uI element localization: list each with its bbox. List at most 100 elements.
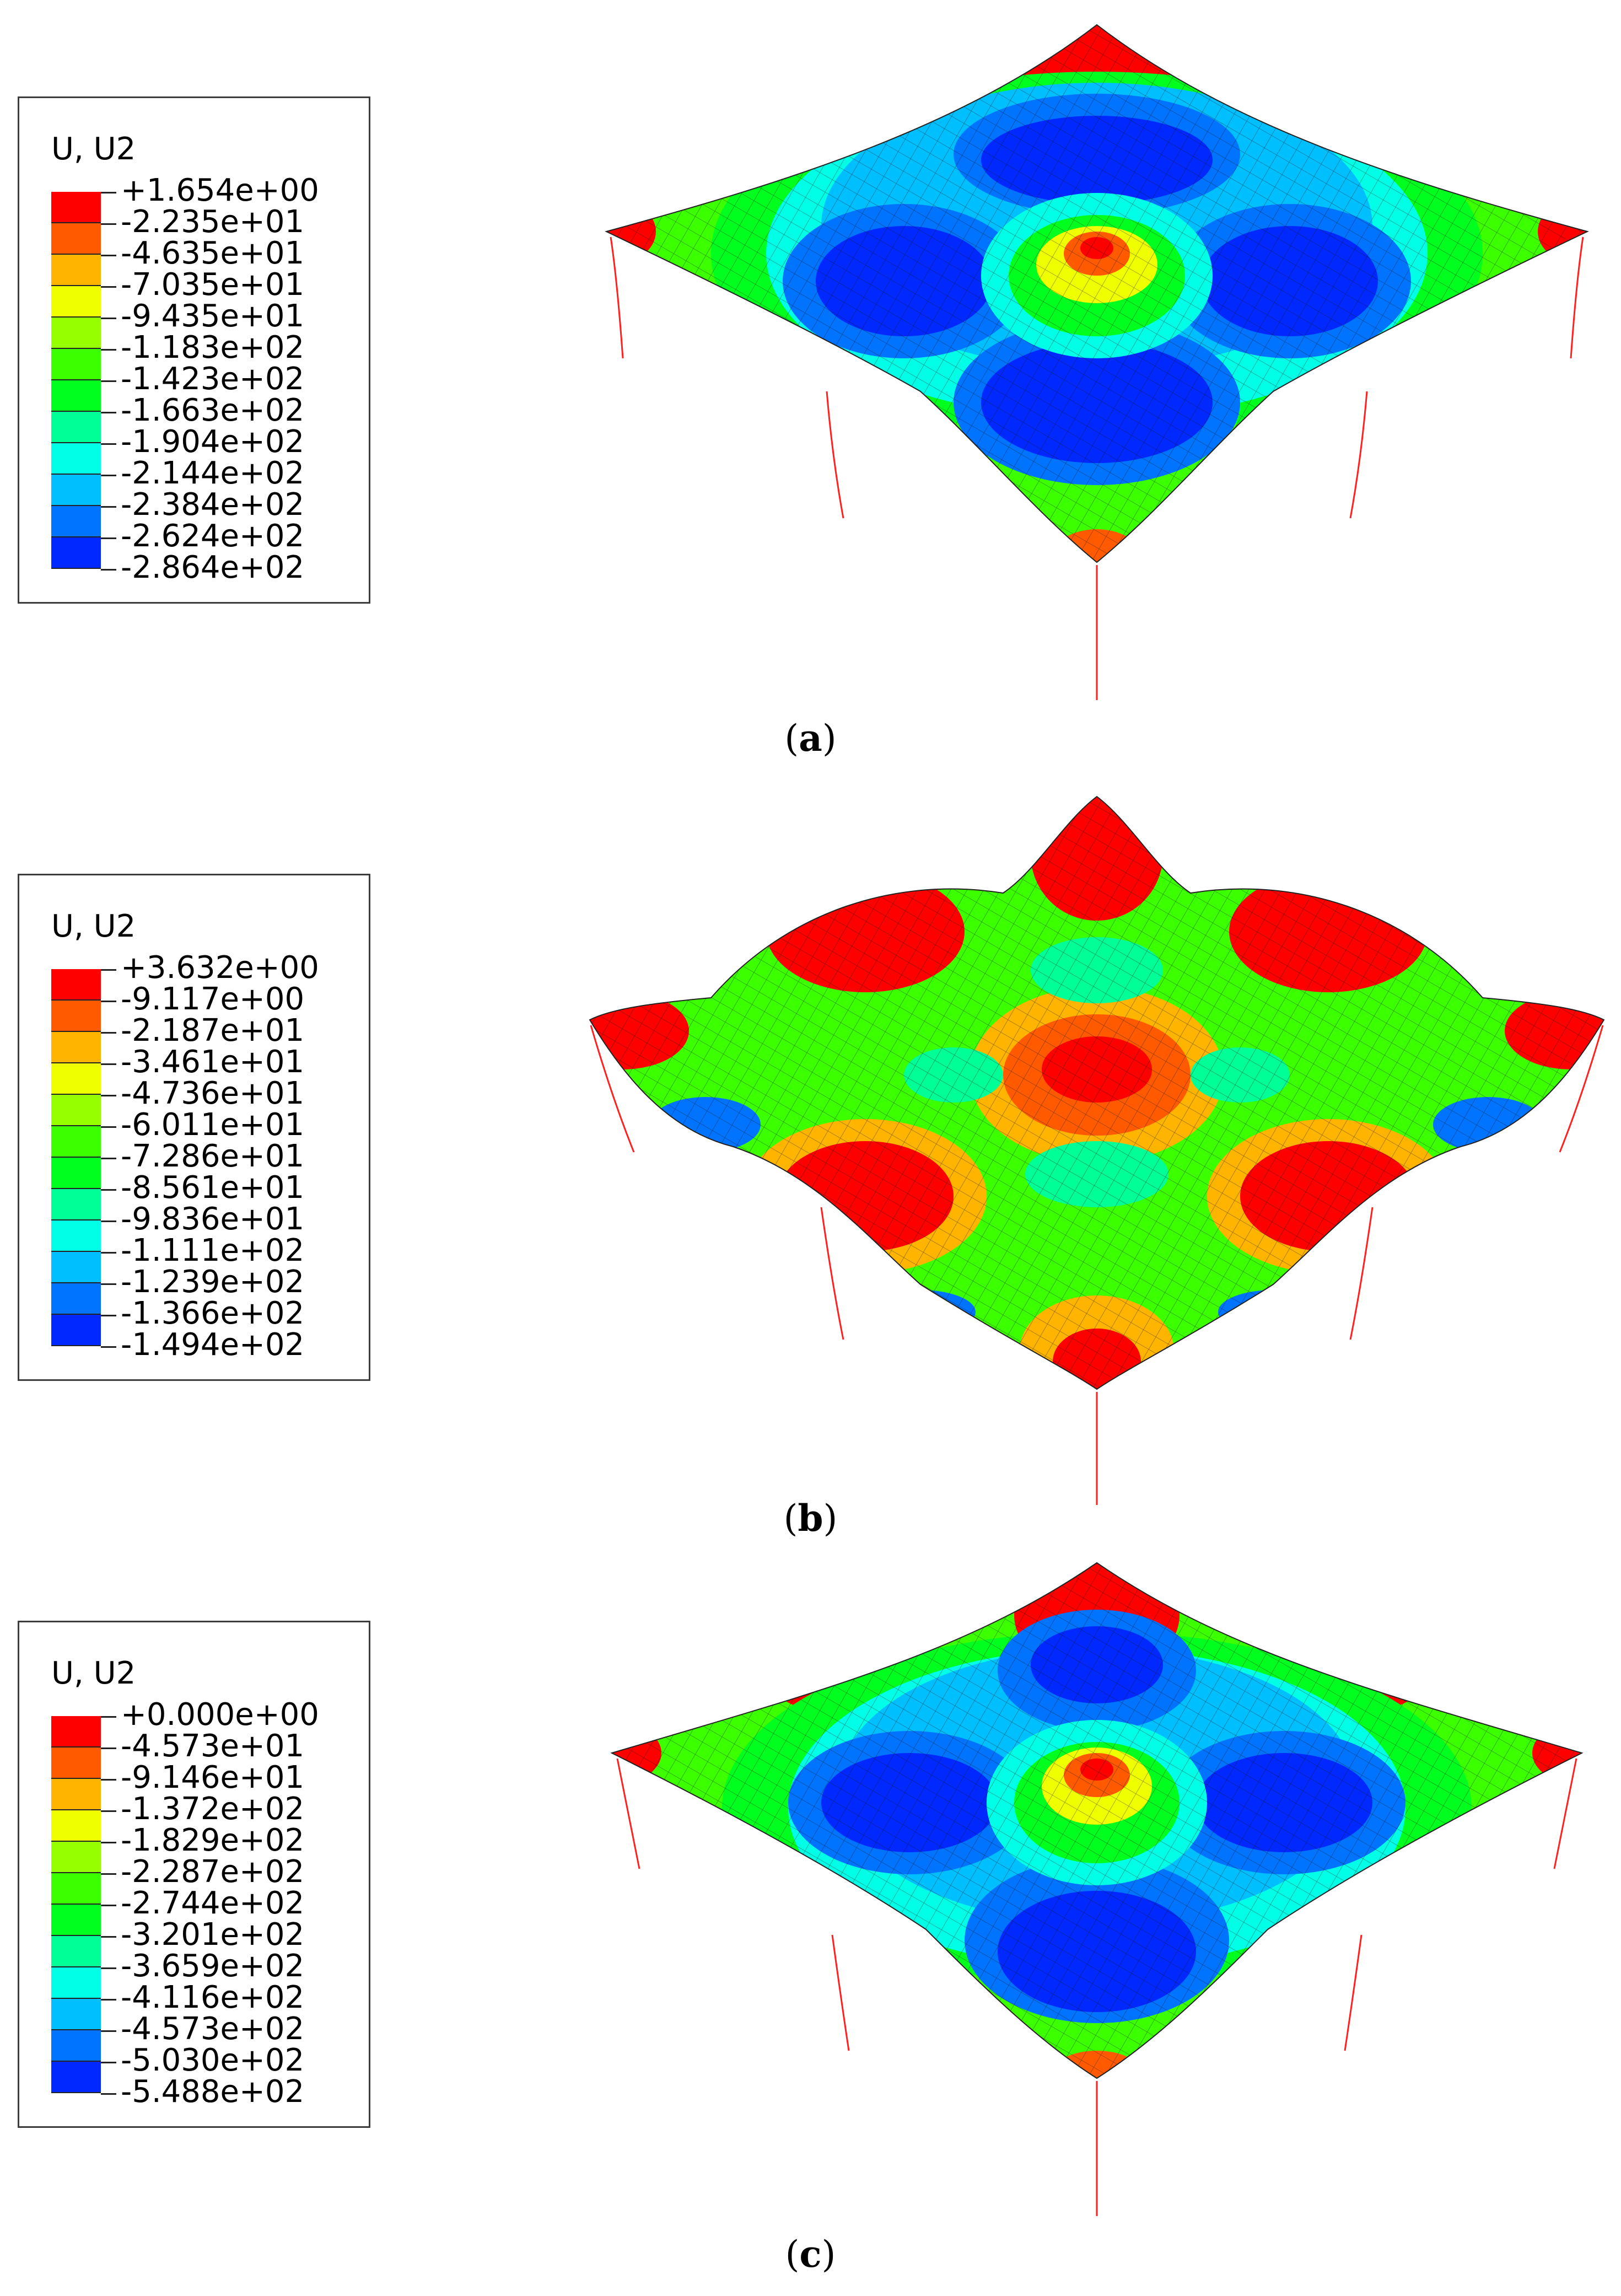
color-swatch (51, 1716, 101, 1747)
color-swatch (51, 1220, 101, 1252)
color-swatch (51, 1936, 101, 1967)
color-swatch (51, 1810, 101, 1842)
level-label: -1.366e+02 (121, 1295, 305, 1331)
column-line (831, 1934, 850, 2051)
caption-letter: a (799, 717, 822, 760)
caption-c: (c) (785, 2233, 836, 2276)
color-swatch (51, 2062, 101, 2093)
tick-mark (101, 1936, 116, 1938)
level-label: -9.836e+01 (121, 1201, 305, 1237)
color-swatch (51, 1126, 101, 1158)
tick-mark (101, 1716, 116, 1718)
color-swatch (51, 1158, 101, 1189)
level-label: -8.561e+01 (121, 1170, 305, 1206)
level-label: -9.117e+00 (121, 981, 305, 1017)
column-line (1559, 1025, 1604, 1153)
tick-mark (101, 569, 116, 571)
color-swatch (51, 443, 101, 475)
level-label: -2.235e+01 (121, 204, 305, 240)
color-swatch (51, 1189, 101, 1220)
color-scale (51, 192, 101, 569)
color-swatch (51, 1779, 101, 1810)
level-label: -3.461e+01 (121, 1044, 305, 1080)
caption-letter: c (799, 2233, 822, 2276)
level-label: -4.116e+02 (121, 1980, 305, 2015)
level-label: -1.494e+02 (121, 1327, 305, 1363)
color-swatch (51, 255, 101, 286)
level-label: -1.183e+02 (121, 330, 305, 365)
tick-mark (101, 1189, 116, 1191)
level-label: +3.632e+00 (121, 950, 319, 986)
color-swatch (51, 1315, 101, 1346)
legend-box: U, U2 +1.654e+00 -2.235e+01 -4.635e+01 -7.0… (18, 96, 370, 604)
color-swatch (51, 2030, 101, 2062)
tick-mark (101, 1315, 116, 1316)
level-label: -2.744e+02 (121, 1885, 305, 1921)
contour-plot-c (610, 1562, 1584, 2216)
tick-mark (101, 286, 116, 288)
level-label: +1.654e+00 (121, 173, 319, 208)
color-swatch (51, 380, 101, 412)
level-label: -2.624e+02 (121, 518, 305, 554)
level-label: -3.201e+02 (121, 1917, 305, 1953)
color-swatch (51, 1873, 101, 1905)
plate-outline (605, 24, 1589, 563)
level-label: -1.829e+02 (121, 1822, 305, 1858)
tick-mark (101, 1346, 116, 1348)
tick-mark (101, 192, 116, 193)
tick-mark (101, 412, 116, 413)
column-line (616, 1758, 640, 1869)
tick-mark (101, 1747, 116, 1749)
legend-title: U, U2 (51, 1655, 136, 1691)
level-label: -2.144e+02 (121, 455, 305, 491)
column-line (610, 236, 624, 359)
tick-mark (101, 1158, 116, 1159)
column-line (1344, 1934, 1362, 2051)
caption-a: (a) (784, 717, 837, 760)
legend-title: U, U2 (51, 131, 136, 167)
color-swatch (51, 1999, 101, 2030)
level-label: -9.146e+01 (121, 1760, 305, 1795)
tick-mark (101, 380, 116, 382)
color-swatch (51, 1032, 101, 1063)
tick-mark (101, 1842, 116, 1843)
column-line (1349, 1207, 1374, 1340)
tick-mark (101, 1032, 116, 1034)
level-label: -1.904e+02 (121, 424, 305, 460)
tick-mark (101, 1905, 116, 1906)
level-label: -4.736e+01 (121, 1076, 305, 1111)
panel-a: U, U2 +1.654e+00 -2.235e+01 -4.635e+01 -7.0… (0, 0, 1621, 760)
contour-plot-a (605, 24, 1589, 700)
tick-mark (101, 223, 116, 225)
tick-mark (101, 969, 116, 971)
tick-mark (101, 349, 116, 351)
color-swatch (51, 1283, 101, 1315)
level-label: -1.663e+02 (121, 392, 305, 428)
color-swatch (51, 1001, 101, 1032)
plate-outline (610, 1562, 1584, 2079)
column-line (826, 391, 844, 519)
level-label: -2.384e+02 (121, 487, 305, 523)
color-swatch (51, 412, 101, 443)
tick-mark (101, 1001, 116, 1002)
color-swatch (51, 192, 101, 223)
tick-mark (101, 1967, 116, 1969)
column-line (590, 1025, 635, 1153)
color-swatch (51, 223, 101, 255)
panel-b: U, U2 +3.632e+00 -9.117e+00 -2.187e+01 -3.4… (0, 772, 1621, 1540)
color-swatch (51, 286, 101, 318)
color-swatch (51, 349, 101, 380)
color-swatch (51, 1063, 101, 1095)
color-swatch (51, 1095, 101, 1126)
tick-mark (101, 318, 116, 319)
level-label: -1.239e+02 (121, 1264, 305, 1300)
tick-mark (101, 1220, 116, 1222)
level-label: -2.864e+02 (121, 550, 305, 585)
caption-b: (b) (783, 1497, 838, 1540)
tick-mark (101, 1283, 116, 1285)
column-line (1570, 236, 1584, 359)
color-swatch (51, 506, 101, 537)
color-scale (51, 1716, 101, 2093)
tick-mark (101, 2093, 116, 2095)
tick-mark (101, 1779, 116, 1781)
